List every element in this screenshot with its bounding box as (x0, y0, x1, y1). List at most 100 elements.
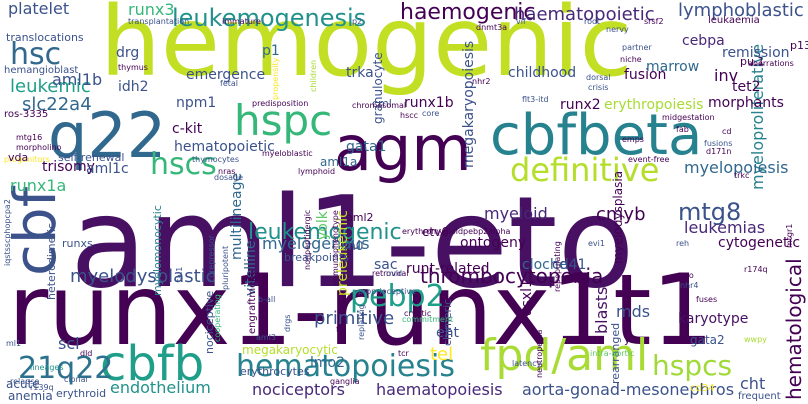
word: dnmt3a (476, 23, 508, 32)
word: tcr (398, 349, 409, 358)
word: anemia (8, 389, 53, 403)
word: remission (722, 45, 790, 61)
word: p1 (262, 43, 280, 59)
word: aorta-gonad-mesonephros (522, 380, 735, 399)
word: pebp2 (350, 279, 445, 314)
word: etv6 (422, 225, 449, 239)
word: cd (722, 127, 732, 136)
word: morpholino (16, 143, 62, 152)
word: myeloblastic (262, 149, 313, 158)
word: transplantation (128, 17, 190, 26)
word: mds (616, 302, 651, 321)
word: niche (620, 55, 642, 64)
word: emps (622, 135, 644, 144)
word: myelomonocytic (151, 205, 164, 296)
word: granulocyte (371, 52, 385, 124)
word: 21q22 (18, 351, 114, 386)
word: runx1a (10, 176, 67, 195)
word: leukemogenic (248, 220, 402, 245)
word: primitive (314, 308, 395, 329)
word: myelodysplasia (611, 170, 625, 264)
word: reh (676, 239, 690, 248)
word: aml1-eto (70, 169, 635, 316)
word: myeloid (484, 204, 548, 223)
word: fusions (704, 139, 733, 148)
word: cebpa (682, 33, 725, 49)
word: runx1-runx1t1 (8, 254, 714, 368)
word: ontogeny (460, 235, 527, 251)
word: erythrocytes (240, 365, 310, 378)
word: erythropoiesis (604, 97, 704, 113)
word: immunophenotype (331, 210, 340, 286)
word: thymus (118, 63, 148, 72)
word: hspc (234, 96, 333, 145)
word: m0 (344, 239, 364, 253)
word: runxs (62, 237, 93, 250)
word: hscc (400, 111, 419, 120)
word: haematopoiesis (376, 380, 503, 399)
word: erythroid (56, 387, 107, 400)
word: yolk (315, 211, 331, 240)
word: relapse (10, 377, 40, 386)
word: hemangioblast (4, 65, 79, 76)
word: sac (374, 257, 398, 273)
word: runx2 (560, 97, 601, 113)
word: crisis (588, 83, 609, 92)
word: slc22a4 (22, 94, 92, 115)
word: pluripotent (221, 245, 230, 290)
word: cooperating (213, 294, 222, 342)
word: self-renewal (58, 151, 125, 164)
word: cytogenetic (718, 235, 801, 251)
word: ganglia (330, 377, 360, 386)
word: propensity (271, 57, 280, 100)
word: marrow (646, 59, 700, 75)
word: eht (436, 325, 459, 341)
word: latency (512, 359, 542, 368)
word: runx3 (128, 0, 175, 19)
word: mtg8 (678, 198, 742, 226)
word: asxl1 (519, 279, 535, 316)
word: srsf2 (644, 17, 664, 26)
word: lineages (30, 363, 64, 372)
word: engraftment (247, 271, 258, 335)
word: drg (116, 45, 140, 61)
word: r174q (744, 265, 768, 274)
word: vda (8, 151, 29, 164)
word: corepressor (207, 235, 216, 282)
word: midgestation (662, 113, 715, 122)
word: gata1 (346, 139, 387, 155)
word: idh2 (118, 79, 149, 95)
word: megakaryopoiesis (461, 40, 477, 168)
word: fab (676, 125, 689, 134)
word: scl (58, 334, 80, 353)
word: lymphoid (298, 167, 336, 176)
word: megakaryocytic (242, 343, 338, 357)
word: cml (372, 97, 392, 110)
word: p13 (790, 39, 808, 52)
word: wwpy (744, 335, 767, 344)
word: predisposition (252, 99, 309, 108)
word: ml1 (6, 339, 22, 348)
word: cryptic (404, 309, 432, 318)
word: neutropenia (535, 329, 544, 378)
word: npm1 (176, 95, 217, 111)
word: core (422, 109, 440, 118)
word: tet2 (732, 79, 761, 95)
word: nhr4 (680, 281, 699, 290)
word: aml1c (86, 161, 129, 177)
word: d171n (706, 147, 732, 156)
word: hemogenic (100, 0, 633, 98)
word: morphants (708, 95, 784, 111)
word: vif (516, 17, 526, 26)
word: hspcs (652, 349, 733, 382)
word: acute (6, 377, 40, 391)
word: retroviral (372, 269, 409, 278)
word: progenitors (4, 155, 50, 164)
word: intra-aortic (590, 349, 635, 358)
word: cd34 (690, 383, 715, 394)
word: leukemias (684, 218, 766, 237)
word: hematopoietic (174, 139, 275, 155)
word: mtgr1 (785, 223, 794, 248)
word: fetal (220, 79, 238, 88)
